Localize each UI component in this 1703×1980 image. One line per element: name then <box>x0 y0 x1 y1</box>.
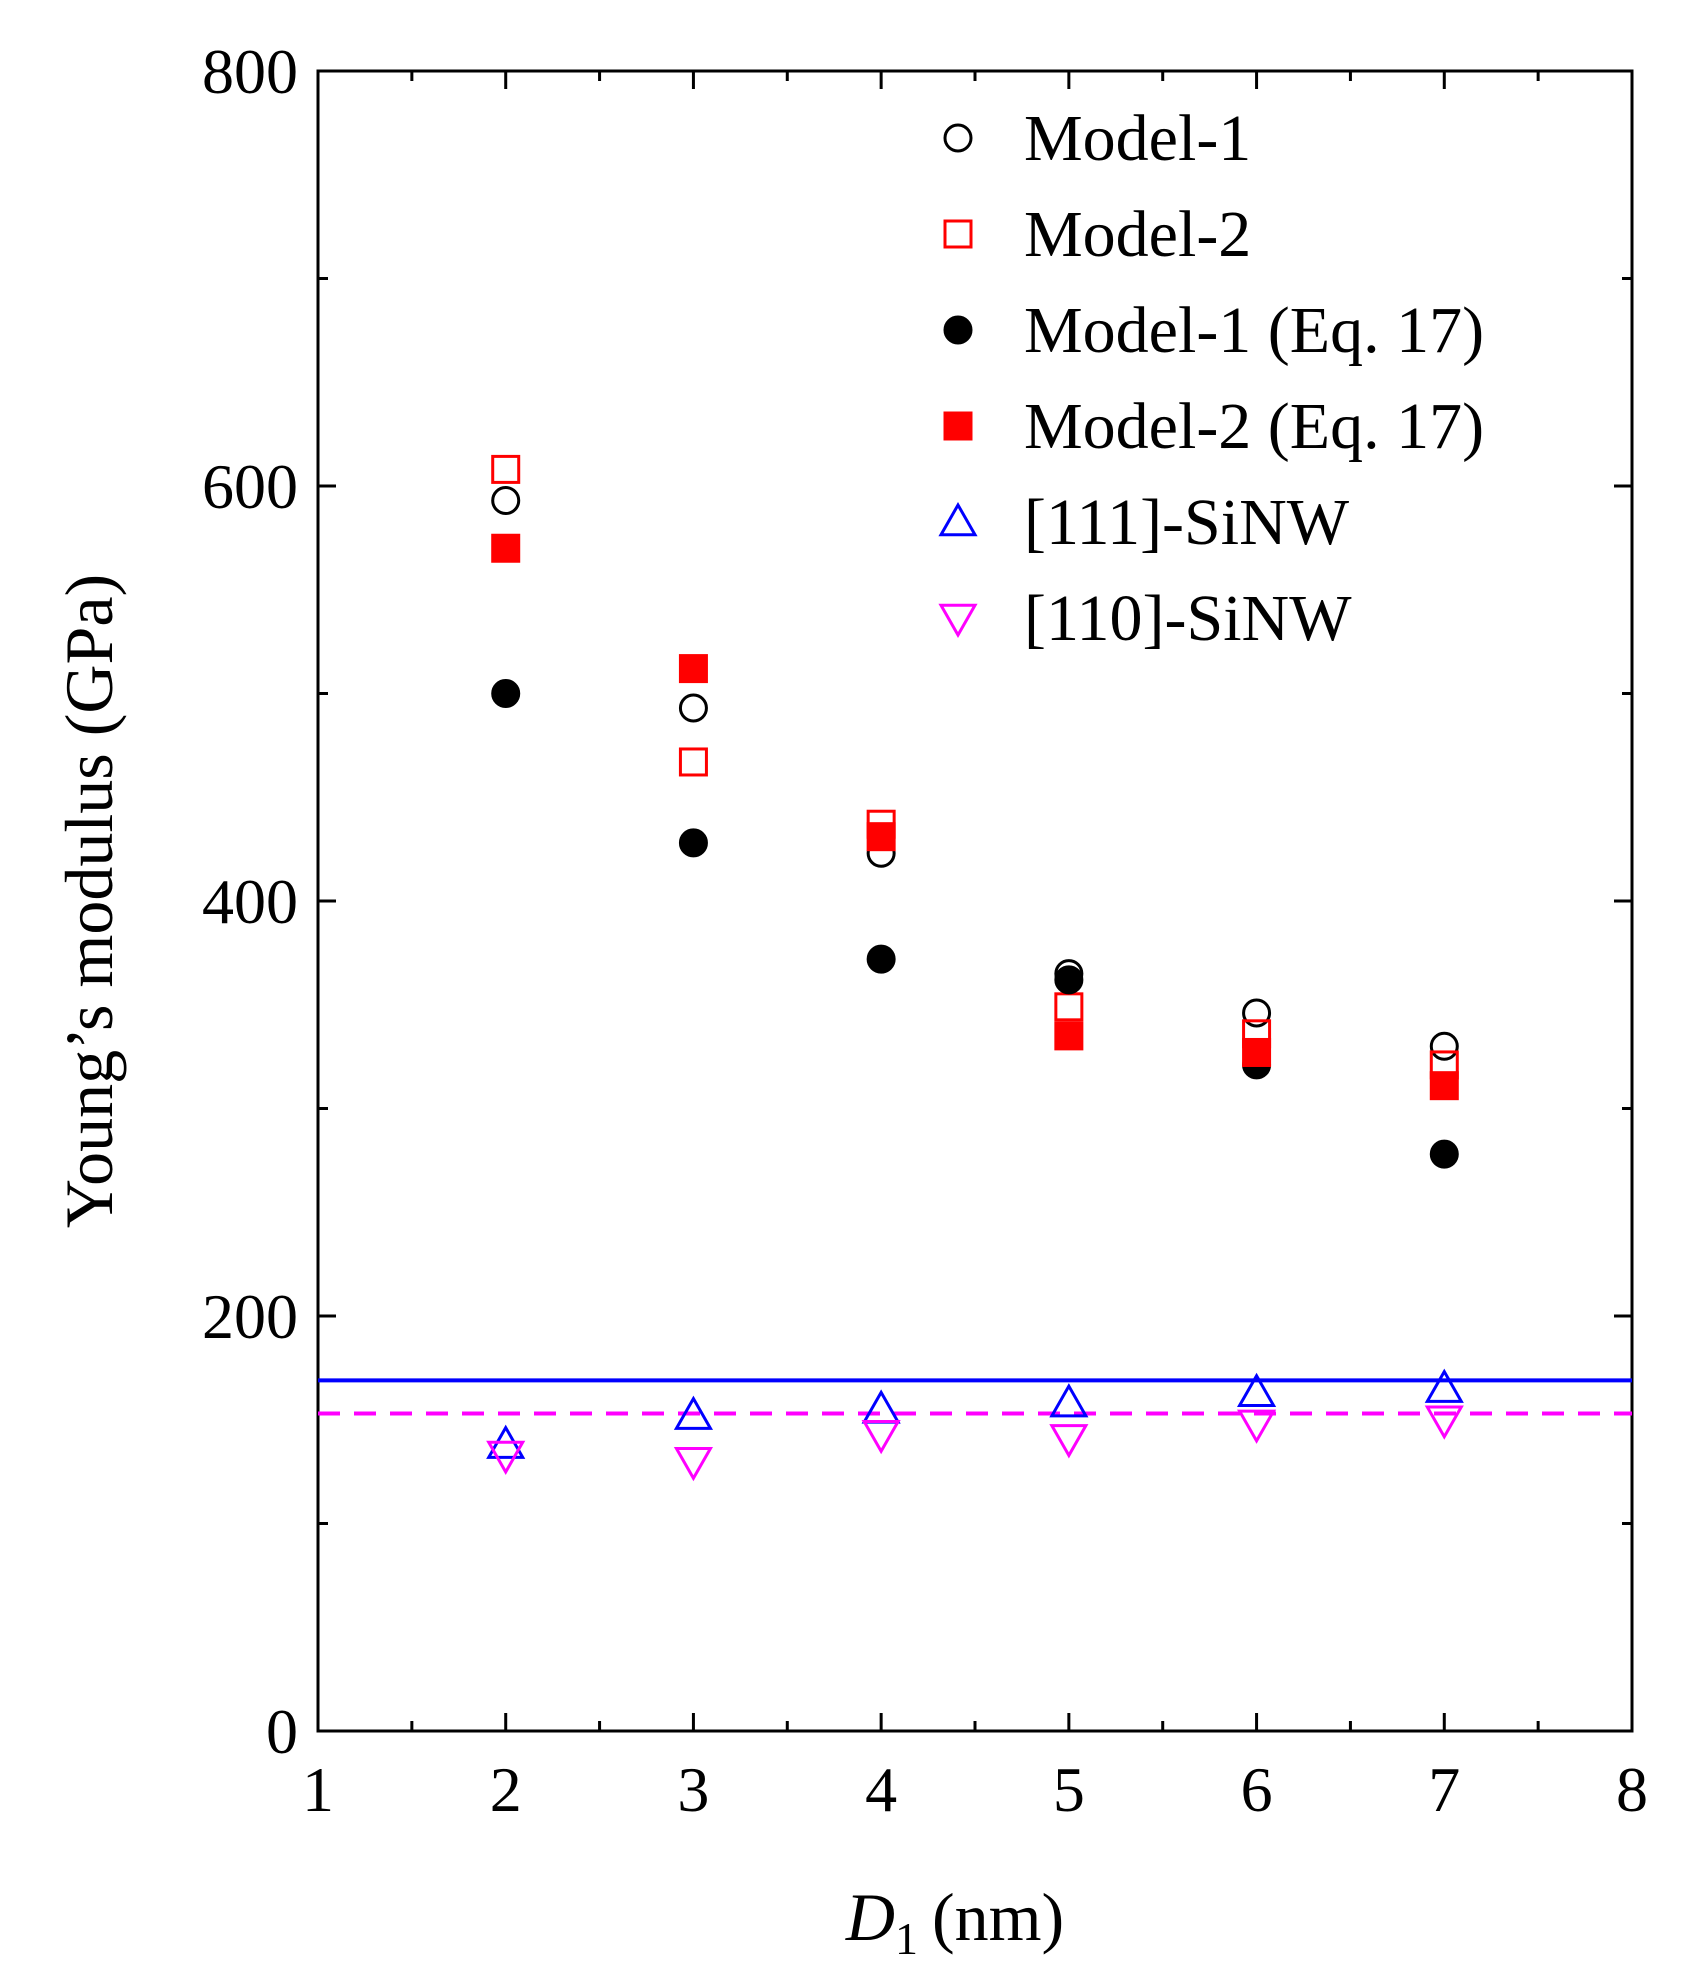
reference-lines <box>318 1378 1632 1416</box>
data-point <box>678 828 708 858</box>
x-axis-variable: D <box>845 1879 895 1955</box>
x-tick-label: 8 <box>1616 1754 1648 1825</box>
data-point <box>491 486 521 516</box>
series-3 <box>491 533 1459 1101</box>
data-point <box>678 654 708 684</box>
data-point <box>861 1389 901 1424</box>
x-axis-title: D1 (nm) <box>845 1879 1064 1964</box>
legend: Model-1 Model-2 Model-1 (Eq. 17) Model-2 (E… <box>938 102 1484 655</box>
data-point <box>1054 965 1084 995</box>
data-point <box>866 944 896 974</box>
y-axis-title: Young’s modulus (GPa) <box>51 574 127 1228</box>
data-point <box>861 1420 901 1455</box>
data-point <box>678 747 708 777</box>
x-tick-label: 6 <box>1241 1754 1273 1825</box>
y-tick-label: 600 <box>202 451 298 522</box>
data-point <box>678 693 708 723</box>
x-tick-label: 4 <box>865 1754 897 1825</box>
data-points <box>486 454 1464 1482</box>
data-point <box>1049 1424 1089 1459</box>
legend-label: [110]-SiNW <box>1024 582 1352 655</box>
x-axis-unit: (nm) <box>932 1879 1064 1955</box>
data-point <box>1429 1031 1459 1061</box>
x-tick-label: 1 <box>302 1754 334 1825</box>
data-point <box>491 679 521 708</box>
x-tick-labels: 1 2 3 4 5 6 7 8 <box>302 1754 1648 1825</box>
legend-item: Model-1 <box>943 102 1251 175</box>
series-2 <box>491 679 1459 1169</box>
legend-marker <box>943 219 973 249</box>
data-point <box>486 1440 526 1476</box>
legend-label: Model-2 <box>1024 198 1251 271</box>
legend-item: [110]-SiNW <box>938 582 1352 655</box>
data-point <box>1236 1372 1277 1408</box>
y-tick-label: 0 <box>266 1696 298 1767</box>
data-point <box>1424 1368 1464 1403</box>
data-point <box>1054 992 1084 1022</box>
x-axis-subscript: 1 <box>895 1913 918 1964</box>
data-point <box>673 1395 714 1430</box>
data-point <box>491 454 521 484</box>
data-point <box>1236 1409 1277 1444</box>
series-0 <box>491 486 1459 1061</box>
data-point <box>1054 1021 1084 1051</box>
legend-marker <box>943 411 973 441</box>
legend-label: [111]-SiNW <box>1024 486 1350 559</box>
y-tick-label: 400 <box>202 866 298 937</box>
data-point <box>491 533 521 563</box>
legend-marker <box>943 315 973 345</box>
legend-item: Model-2 (Eq. 17) <box>943 390 1484 463</box>
legend-label: Model-1 <box>1024 102 1251 175</box>
data-point <box>1424 1405 1464 1440</box>
x-tick-label: 3 <box>677 1754 709 1825</box>
data-point <box>1429 1071 1459 1101</box>
axis-ticks <box>316 69 1634 1733</box>
legend-label: Model-2 (Eq. 17) <box>1024 390 1484 463</box>
x-tick-label: 5 <box>1053 1754 1085 1825</box>
data-point <box>866 822 896 852</box>
data-point <box>1429 1139 1459 1169</box>
legend-marker <box>938 603 978 639</box>
data-point <box>673 1447 714 1482</box>
y-tick-labels: 0 200 400 600 800 <box>202 36 298 1767</box>
data-point <box>1049 1383 1089 1418</box>
legend-label: Model-1 (Eq. 17) <box>1024 294 1484 367</box>
legend-item: Model-1 (Eq. 17) <box>943 294 1484 367</box>
series-5 <box>486 1405 1464 1482</box>
y-tick-label: 800 <box>202 36 298 107</box>
legend-item: Model-2 <box>943 198 1251 271</box>
y-tick-label: 200 <box>202 1281 298 1352</box>
legend-marker <box>943 123 973 153</box>
legend-marker <box>938 501 978 537</box>
x-tick-label: 7 <box>1428 1754 1460 1825</box>
data-point <box>1242 1037 1272 1067</box>
x-tick-label: 2 <box>490 1754 522 1825</box>
legend-item: [111]-SiNW <box>938 486 1350 559</box>
data-point <box>1242 998 1272 1028</box>
